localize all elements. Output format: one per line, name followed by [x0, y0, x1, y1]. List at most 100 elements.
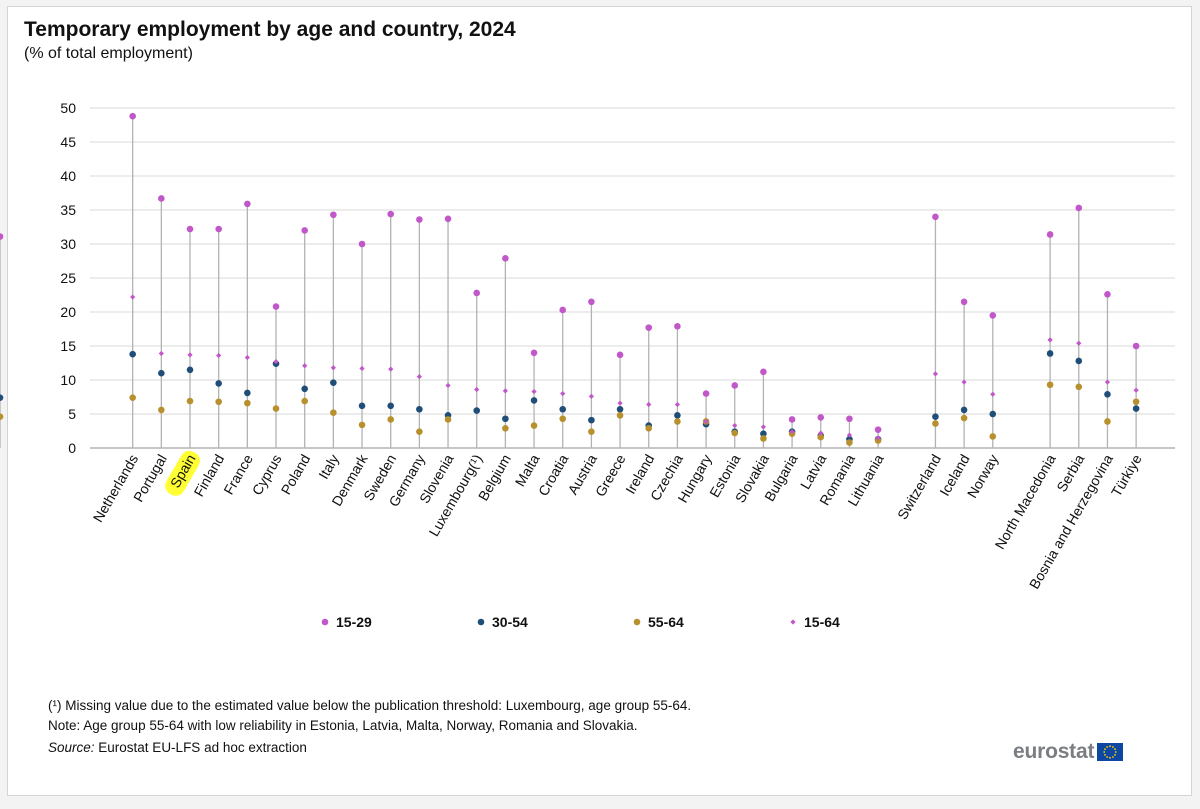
- point-15-29-estonia: [731, 382, 739, 389]
- point-15-29-norway: [989, 312, 997, 319]
- point-15-64-slovakia: [760, 424, 767, 430]
- point-30-54-bosnia-and-herzegovina: [1104, 390, 1111, 398]
- point-15-64-austria: [588, 393, 594, 399]
- point-15-64-belgium: [502, 388, 508, 394]
- chart-card: [7, 6, 1192, 796]
- source-text: Eurostat EU-LFS ad hoc extraction: [94, 740, 307, 755]
- point-30-54-finland: [215, 380, 222, 387]
- legend-marker-30-54: [477, 618, 485, 626]
- point-15-29-ireland: [645, 324, 653, 331]
- point-15-64-portugal: [158, 350, 164, 357]
- source-line: Source: Eurostat EU-LFS ad hoc extractio…: [48, 740, 307, 755]
- point-15-29-germany: [416, 216, 423, 223]
- point-15-29-netherlands: [129, 112, 136, 120]
- point-15-29-luxembourg: [473, 289, 481, 297]
- point-30-54-croatia: [559, 405, 567, 413]
- y-tick-label-5: 5: [68, 406, 76, 422]
- eurostat-logo: eurostat: [1013, 740, 1124, 764]
- point-15-64-norway: [990, 391, 996, 397]
- point-15-29-sweden: [387, 210, 395, 218]
- point-30-54-italy: [330, 379, 337, 387]
- point-30-54-belgium: [502, 415, 509, 423]
- y-tick-label-10: 10: [60, 372, 76, 388]
- point-30-54-switzerland: [932, 413, 939, 421]
- point-55-64-slovakia: [760, 435, 767, 442]
- point-15-29-t-rkiye: [1132, 342, 1140, 350]
- point-15-64-latvia: [818, 430, 824, 436]
- y-tick-label-25: 25: [60, 270, 76, 286]
- y-tick-label-0: 0: [68, 440, 76, 456]
- point-15-29-latvia: [817, 414, 825, 421]
- legend-label-55-64: 55-64: [648, 614, 684, 630]
- x-tick-label-italy: Italy: [315, 452, 342, 482]
- legend-marker-15-64: [790, 619, 796, 625]
- point-15-64-czechia: [674, 401, 680, 408]
- point-30-54-norway: [989, 410, 997, 418]
- point-15-64-germany: [416, 374, 422, 380]
- point-55-64-eu: [0, 413, 4, 421]
- point-15-64-north-macedonia: [1047, 337, 1053, 343]
- point-15-64-france: [244, 354, 250, 361]
- point-30-54-slovakia: [760, 430, 767, 438]
- y-tick-label-30: 30: [60, 236, 76, 252]
- point-15-64-romania: [846, 432, 853, 438]
- point-15-64-lithuania: [875, 435, 881, 441]
- point-15-29-lithuania: [874, 426, 882, 433]
- eurostat-logo-text: eurostat: [1013, 740, 1095, 763]
- point-15-29-portugal: [158, 195, 165, 202]
- point-55-64-cyprus: [272, 405, 280, 412]
- legend-label-15-29: 15-29: [336, 614, 372, 630]
- point-15-29-slovenia: [444, 215, 452, 223]
- point-15-29-belgium: [502, 254, 509, 262]
- point-15-64-iceland: [961, 379, 967, 385]
- point-30-54-iceland: [960, 406, 968, 414]
- point-15-64-spain: [187, 352, 193, 358]
- point-55-64-croatia: [559, 415, 567, 423]
- point-15-29-denmark: [358, 240, 366, 248]
- point-30-54-czechia: [674, 412, 681, 419]
- point-30-54-t-rkiye: [1132, 405, 1140, 412]
- point-15-29-switzerland: [932, 213, 939, 221]
- point-15-29-poland: [301, 227, 308, 234]
- point-55-64-estonia: [731, 429, 739, 437]
- point-30-54-france: [244, 389, 251, 397]
- point-15-29-greece: [616, 351, 624, 359]
- point-55-64-belgium: [502, 424, 509, 432]
- point-15-29-finland: [215, 225, 222, 233]
- eu-flag-icon: [1097, 743, 1124, 761]
- point-30-54-germany: [416, 405, 423, 413]
- point-15-64-croatia: [560, 391, 566, 397]
- point-30-54-portugal: [158, 369, 165, 377]
- point-15-29-malta: [530, 349, 538, 357]
- point-15-29-croatia: [559, 306, 567, 314]
- point-55-64-portugal: [158, 406, 165, 414]
- point-55-64-spain: [186, 397, 194, 405]
- y-tick-label-40: 40: [60, 168, 76, 184]
- point-15-64-switzerland: [932, 371, 939, 377]
- point-55-64-austria: [588, 428, 595, 435]
- point-15-29-france: [244, 200, 251, 208]
- point-15-29-slovakia: [760, 368, 767, 376]
- y-tick-label-35: 35: [60, 202, 76, 218]
- x-tick-label-north-macedonia: North Macedonia: [992, 451, 1059, 552]
- point-55-64-germany: [416, 428, 423, 435]
- x-tick-label-switzerland: Switzerland: [894, 452, 944, 523]
- source-label: Source:: [48, 740, 95, 755]
- point-55-64-france: [244, 399, 251, 407]
- point-15-64-cyprus: [273, 359, 279, 365]
- point-30-54-austria: [588, 416, 595, 424]
- point-15-29-hungary: [702, 390, 710, 397]
- legend-marker-55-64: [633, 618, 641, 626]
- point-55-64-iceland: [960, 414, 968, 422]
- point-15-29-iceland: [960, 298, 968, 306]
- point-30-54-luxembourg: [473, 407, 481, 414]
- x-tick-label-netherlands: Netherlands: [90, 452, 142, 525]
- point-15-64-bosnia-and-herzegovina: [1104, 379, 1111, 385]
- y-tick-label-20: 20: [60, 304, 76, 320]
- legend-marker-15-29: [321, 618, 329, 626]
- point-55-64-finland: [215, 398, 222, 406]
- point-55-64-serbia: [1075, 383, 1083, 391]
- point-30-54-greece: [616, 405, 624, 413]
- point-55-64-greece: [616, 412, 624, 419]
- point-15-64-bulgaria: [789, 429, 795, 435]
